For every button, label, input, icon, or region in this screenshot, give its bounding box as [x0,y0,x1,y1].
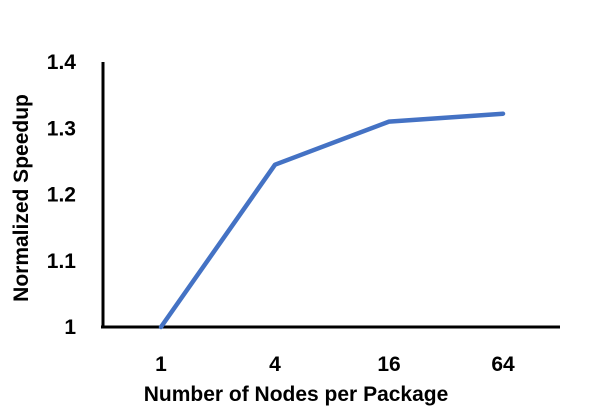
series-line [158,111,506,330]
y-tick-label: 1.2 [47,184,76,207]
x-tick-labels: 1 4 16 64 [155,353,515,376]
x-tick-label: 16 [377,353,400,376]
x-tick-label: 4 [269,353,281,376]
y-tick-label: 1.4 [47,51,77,74]
x-tick-label: 64 [491,353,515,376]
y-tick-label: 1 [64,316,76,339]
y-tick-label: 1.3 [47,117,76,140]
y-tick-labels: 1 1.1 1.2 1.3 1.4 [47,51,77,339]
y-tick-label: 1.1 [47,250,77,273]
x-axis-title: Number of Nodes per Package [144,383,449,406]
x-tick-label: 1 [155,353,167,376]
y-axis-title: Normalized Speedup [10,94,33,302]
